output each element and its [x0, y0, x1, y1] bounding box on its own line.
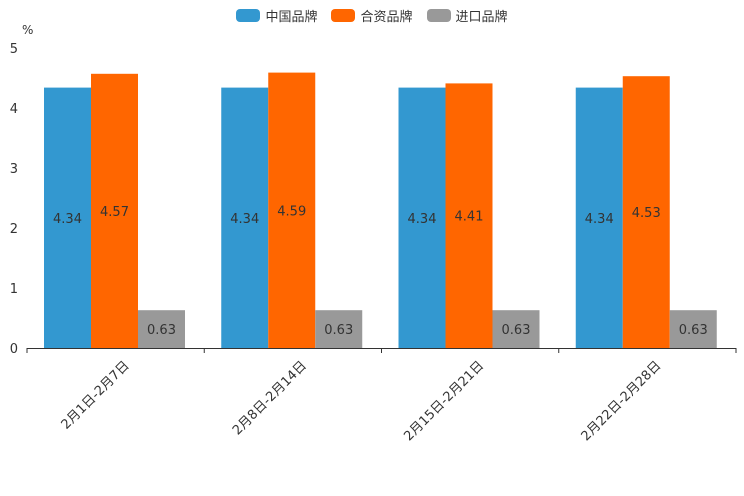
bar-value-label: 4.41 — [455, 210, 484, 225]
bar-value-label: 4.34 — [53, 212, 82, 227]
bar-value-label: 4.53 — [632, 206, 661, 221]
bar[interactable] — [315, 310, 363, 348]
legend-item-joint-venture-brand[interactable]: 合资品牌 — [331, 6, 413, 25]
bar-value-label: 0.63 — [679, 323, 708, 338]
legend-item-imported-brand[interactable]: 进口品牌 — [426, 6, 508, 25]
bar-value-label: 0.63 — [324, 323, 353, 338]
bar[interactable] — [221, 87, 269, 348]
bars: 4.34 4.57 0.63 4.34 4.59 0.63 4.34 4.41 0.63 4.34… — [44, 72, 717, 349]
bar-value-label: 4.34 — [408, 212, 437, 227]
y-axis-unit-label: % — [22, 23, 33, 37]
bar-value-label: 4.34 — [230, 212, 259, 227]
y-tick-label: 1 — [10, 282, 18, 297]
legend-swatch-joint-venture-brand — [331, 9, 356, 22]
legend-swatch-imported-brand — [426, 9, 451, 22]
legend-label-imported-brand: 进口品牌 — [455, 10, 508, 25]
bar[interactable] — [91, 73, 138, 349]
bar-value-label: 0.63 — [147, 323, 176, 338]
x-axis: 2月1日-2月7日 2月8日-2月14日 2月15日-2月21日 2月22日-2月28… — [26, 348, 737, 444]
bar-value-label: 4.34 — [585, 212, 614, 227]
y-tick-label: 2 — [10, 222, 18, 237]
y-tick-label: 3 — [10, 162, 18, 177]
bar[interactable] — [445, 83, 493, 349]
legend-swatch-china-brand — [236, 9, 261, 22]
bar[interactable] — [268, 72, 316, 348]
y-axis-ticks: 0 1 2 3 4 5 — [10, 42, 18, 357]
bar-value-label: 4.57 — [100, 205, 129, 220]
bar-value-label: 4.59 — [277, 204, 306, 219]
bar[interactable] — [622, 76, 670, 348]
legend-item-china-brand[interactable]: 中国品牌 — [236, 6, 317, 25]
bar[interactable] — [398, 87, 446, 348]
y-tick-label: 0 — [10, 342, 18, 357]
bar[interactable] — [669, 310, 717, 348]
bar-value-label: 0.63 — [502, 323, 531, 338]
bar[interactable] — [575, 87, 623, 348]
x-tick-label: 2月8日-2月14日 — [230, 358, 310, 438]
x-tick-label: 2月1日-2月7日 — [59, 358, 133, 432]
x-tick-label: 2月15日-2月21日 — [401, 358, 487, 444]
bar[interactable] — [138, 310, 185, 348]
legend-label-china-brand: 中国品牌 — [265, 10, 318, 25]
legend-label-joint-venture-brand: 合资品牌 — [360, 10, 413, 25]
bar[interactable] — [492, 310, 540, 348]
x-tick-label: 2月22日-2月28日 — [579, 358, 665, 444]
bar[interactable] — [44, 87, 91, 348]
y-tick-label: 5 — [10, 42, 18, 57]
y-tick-label: 4 — [10, 102, 18, 117]
legend: 中国品牌 合资品牌 进口品牌 — [0, 6, 744, 25]
